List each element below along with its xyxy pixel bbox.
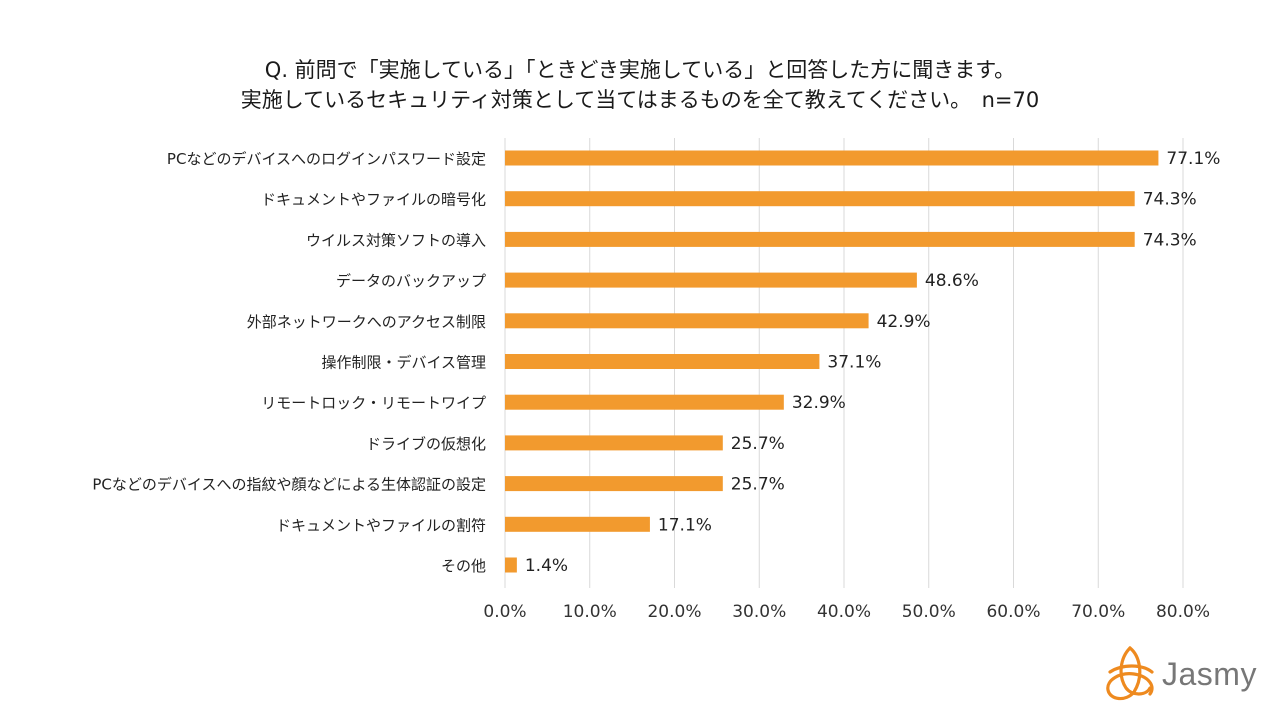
data-label: 17.1%	[658, 515, 712, 535]
data-label: 25.7%	[731, 475, 785, 495]
data-label: 77.1%	[1166, 149, 1220, 169]
category-label: ドキュメントやファイルの暗号化	[261, 191, 486, 209]
category-label: ドライブの仮想化	[366, 435, 486, 453]
category-label: その他	[441, 557, 486, 575]
category-label: リモートロック・リモートワイプ	[261, 394, 486, 412]
bar	[505, 354, 820, 369]
category-label: ドキュメントやファイルの割符	[276, 516, 486, 534]
data-label: 37.1%	[827, 353, 881, 373]
x-tick-label: 20.0%	[647, 602, 701, 622]
jasmy-logo-icon	[1106, 646, 1154, 701]
bar	[505, 516, 650, 532]
bar	[505, 191, 1135, 207]
data-label: 1.4%	[525, 556, 568, 576]
bar	[505, 394, 784, 410]
category-label: データのバックアップ	[336, 272, 486, 290]
bar	[505, 557, 517, 573]
data-label: 42.9%	[877, 312, 931, 332]
data-label: 32.9%	[792, 393, 846, 413]
x-tick-label: 50.0%	[902, 602, 956, 622]
data-label: 25.7%	[731, 434, 785, 454]
brand-name: Jasmy	[1162, 656, 1257, 692]
bar	[505, 313, 869, 329]
x-tick-label: 60.0%	[986, 602, 1040, 622]
bar	[505, 150, 1159, 166]
category-label: ウイルス対策ソフトの導入	[306, 231, 486, 249]
category-label: PCなどのデバイスへの指紋や顔などによる生体認証の設定	[92, 476, 486, 494]
bar	[505, 435, 723, 451]
bar	[505, 231, 1135, 247]
category-label: PCなどのデバイスへのログインパスワード設定	[167, 150, 486, 168]
x-tick-label: 70.0%	[1071, 602, 1125, 622]
data-label: 74.3%	[1143, 230, 1197, 250]
category-label: 外部ネットワークへのアクセス制限	[247, 313, 486, 331]
x-tick-label: 0.0%	[483, 602, 526, 622]
data-label: 74.3%	[1143, 190, 1197, 210]
bar	[505, 272, 917, 288]
bar	[505, 476, 723, 492]
x-tick-label: 30.0%	[732, 602, 786, 622]
x-tick-label: 80.0%	[1156, 602, 1210, 622]
data-label: 48.6%	[925, 271, 979, 291]
jasmy-logo: Jasmy	[1100, 642, 1270, 708]
chart-title-line-2: 実施しているセキュリティ対策として当てはまるものを全て教えてください。 n=70	[240, 88, 1040, 112]
x-tick-label: 10.0%	[563, 602, 617, 622]
chart-title-line-1: Q. 前問で「実施している」「ときどき実施している」と回答した方に聞きます。	[264, 58, 1016, 82]
x-tick-label: 40.0%	[817, 602, 871, 622]
category-label: 操作制限・デバイス管理	[321, 354, 486, 372]
